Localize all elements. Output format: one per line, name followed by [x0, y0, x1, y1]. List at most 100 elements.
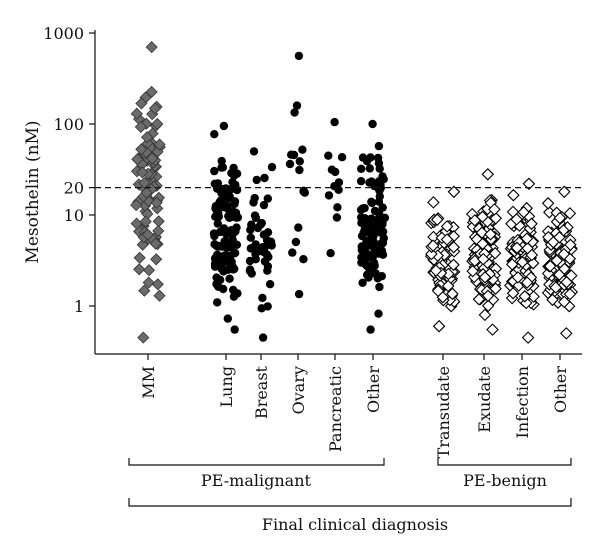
data-point [212, 279, 221, 289]
data-point [520, 232, 534, 245]
data-point [472, 293, 486, 306]
y-tick-label: 100 [53, 115, 84, 134]
data-point [363, 262, 372, 271]
y-tick-label: 1000 [43, 24, 84, 43]
data-point [153, 138, 166, 151]
x-axis-ticks: MM Lung Breast Ovary Pancreatic Other Transuda… [139, 354, 570, 458]
data-point [210, 130, 219, 139]
data-point [364, 215, 374, 224]
data-point [246, 244, 255, 253]
data-point [378, 172, 387, 181]
data-point [139, 215, 152, 228]
data-point [214, 212, 223, 221]
data-point [295, 165, 304, 175]
data-point [224, 265, 233, 274]
data-point [447, 185, 461, 199]
data-point [294, 51, 304, 61]
data-point [430, 213, 444, 226]
data-point [431, 284, 445, 298]
data-point [136, 166, 149, 179]
data-point [489, 282, 502, 295]
data-point [358, 204, 367, 213]
data-point [210, 254, 220, 263]
data-point [230, 199, 239, 209]
data-point [223, 314, 232, 323]
data-point [141, 131, 154, 144]
data-point [441, 279, 455, 293]
data-point [478, 271, 492, 284]
data-point [370, 206, 380, 216]
data-point [142, 264, 156, 277]
data-point [484, 228, 497, 241]
data-point [440, 233, 454, 246]
data-point [256, 246, 265, 255]
data-point [210, 240, 219, 249]
x-axis-label: Final clinical diagnosis [262, 515, 448, 534]
data-point [130, 107, 143, 120]
y-axis-label: Mesothelin (nM) [23, 120, 43, 263]
data-point [337, 153, 347, 162]
data-point [210, 179, 219, 188]
data-point [511, 271, 525, 284]
data-point [488, 203, 501, 216]
data-point [223, 201, 232, 211]
data-point [153, 289, 166, 302]
data-point [152, 224, 165, 237]
data-point [299, 187, 308, 196]
data-point [146, 152, 159, 165]
data-point [294, 289, 304, 299]
data-point [152, 215, 165, 228]
data-point [510, 213, 523, 226]
data-point [547, 235, 560, 249]
data-point [357, 164, 366, 173]
data-point [148, 102, 162, 115]
data-point [373, 153, 383, 163]
data-point [210, 166, 219, 176]
data-point [429, 264, 443, 277]
data-point [221, 188, 231, 197]
data-point [138, 176, 151, 189]
data-point [133, 251, 146, 264]
data-point [563, 207, 577, 220]
data-point [295, 157, 304, 166]
data-point [291, 237, 301, 247]
data-point [259, 200, 269, 210]
data-point [131, 153, 144, 166]
data-point [558, 185, 571, 199]
data-point [225, 274, 234, 283]
data-point [326, 249, 335, 258]
data-point [427, 196, 440, 209]
data-point [287, 150, 296, 159]
data-point [446, 287, 459, 301]
data-point [324, 191, 334, 200]
data-point [560, 275, 573, 289]
data-point [362, 270, 372, 279]
data-point [543, 259, 557, 273]
data-point [374, 141, 384, 151]
data-point [134, 120, 147, 133]
data-point [557, 247, 571, 261]
data-point [218, 163, 228, 172]
data-point [288, 248, 297, 257]
data-point [563, 287, 577, 301]
data-point [378, 250, 388, 259]
data-points [130, 41, 579, 344]
data-point [228, 235, 237, 245]
x-tick-label: Ovary [289, 366, 308, 414]
data-point [368, 119, 377, 129]
data-point [252, 175, 261, 185]
data-point [380, 213, 390, 222]
x-tick-label: Infection [513, 366, 532, 438]
data-point [298, 145, 307, 154]
data-point [257, 218, 266, 228]
data-point [246, 225, 255, 234]
group-label-benign: PE-benign [463, 471, 547, 490]
x-tick-label: Lung [217, 366, 236, 407]
group-bracket-benign [437, 458, 572, 466]
data-point [374, 309, 383, 318]
data-point [294, 223, 303, 232]
data-point [267, 241, 276, 250]
data-point [219, 121, 229, 131]
data-point [506, 286, 520, 300]
data-point [257, 304, 266, 313]
